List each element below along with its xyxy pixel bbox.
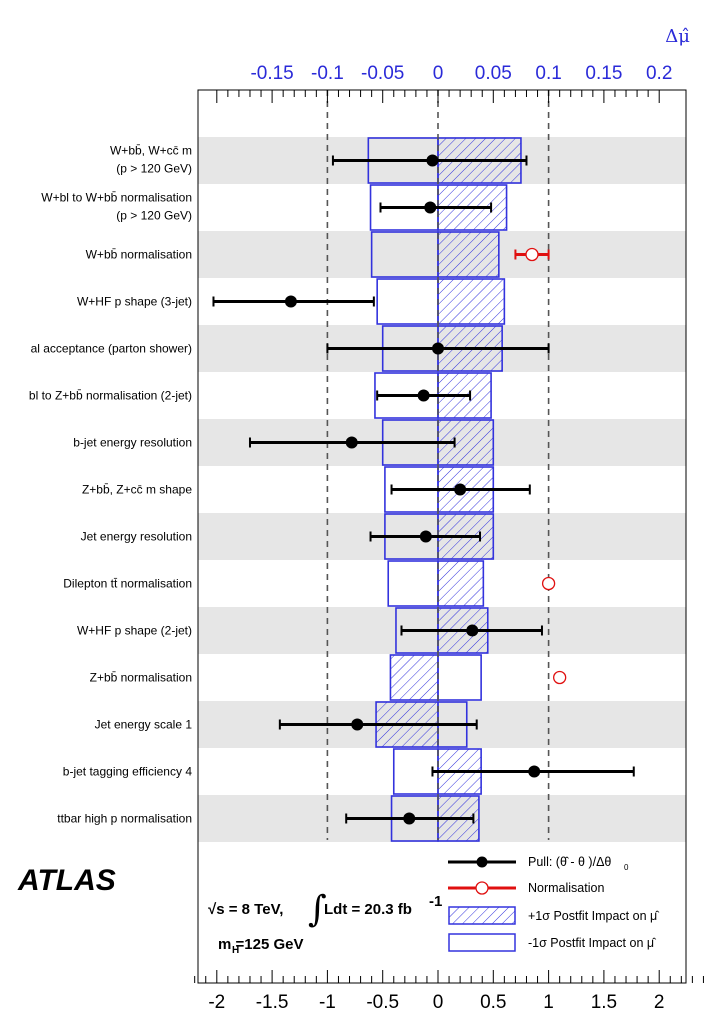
bottom-tick-label: -2: [208, 992, 225, 1013]
legend-pull-subscript: 0: [624, 863, 629, 872]
impact-minus-bar: [392, 748, 439, 795]
info-block: √s = 8 TeV, ∫ Ldt = 20.3 fb -1 m =125 Ge…: [208, 889, 442, 956]
row-label: W+bb̄ normalisation: [86, 248, 192, 262]
norm-marker: [553, 670, 567, 685]
legend-minus-text: -1σ Postfit Impact on μ̂: [528, 936, 657, 950]
top-tick-label: 0.15: [585, 63, 622, 84]
bottom-tick-label: 1: [543, 992, 554, 1013]
top-tick-label: -0.1: [311, 63, 344, 84]
bottom-tick-label: -0.5: [366, 992, 399, 1013]
legend-pull-text: Pull: (θ̂ - θ )/Δθ: [528, 855, 611, 869]
row-label: (p > 120 GeV): [116, 209, 192, 223]
impact-minus-bar: [437, 654, 482, 701]
row-label: b-jet energy resolution: [73, 436, 192, 450]
pull-marker: [351, 718, 364, 731]
top-tick-label: -0.05: [361, 63, 404, 84]
mass-text: m =125 GeV: [218, 936, 303, 953]
norm-marker: [525, 247, 539, 262]
pull-marker: [403, 812, 416, 825]
pull-marker: [417, 389, 430, 402]
row-labels: W+bb̄, W+cc̄ m (p > 120 GeV) W+bl to W+bb̄…: [29, 144, 192, 826]
lumi-exponent: -1: [429, 893, 442, 910]
pull-marker: [466, 624, 479, 637]
pull-marker: [284, 295, 297, 308]
row-label: W+bl to W+bb̄ normalisation: [41, 191, 192, 205]
bottom-tick-label: 1.5: [591, 992, 617, 1013]
bottom-axis: -2 -1.5 -1 -0.5 0 0.5 1 1.5 2: [194, 970, 704, 1013]
impact-plus-bar: [437, 278, 506, 325]
bottom-tick-label: 0: [433, 992, 444, 1013]
legend: Pull: (θ̂ - θ )/Δθ 0 Normalisation +1σ P…: [448, 855, 660, 952]
dashed-lines: [326, 90, 550, 840]
pull-marker: [345, 436, 358, 449]
row-label: Dilepton tt̄ normalisation: [63, 577, 192, 591]
top-tick-label: 0.05: [475, 63, 512, 84]
legend-norm-text: Normalisation: [528, 881, 604, 895]
top-tick-label: -0.15: [250, 63, 293, 84]
legend-plus-box: [448, 906, 516, 925]
top-tick-label: 0.2: [646, 63, 672, 84]
pull-marker: [454, 483, 467, 496]
legend-pull-marker: [476, 856, 488, 868]
legend-minus-box: [448, 933, 516, 952]
bottom-tick-label: -1.5: [256, 992, 289, 1013]
norm-marker: [541, 576, 556, 591]
atlas-label: ATLAS: [17, 864, 116, 897]
pull-marker: [426, 154, 439, 167]
pull-markers: [212, 154, 635, 825]
impact-plus-bar: [389, 654, 439, 701]
row-label: al acceptance (parton shower): [31, 342, 192, 356]
pull-marker: [528, 765, 541, 778]
lumi-text: Ldt = 20.3 fb: [324, 901, 412, 918]
top-axis-title: Δμ̂: [665, 26, 690, 47]
bottom-tick-label: -1: [319, 992, 336, 1013]
row-label: Z+bb̄, Z+cc̄ m shape: [82, 483, 192, 497]
impact-minus-bar: [387, 560, 439, 607]
top-tick-label: 0: [433, 63, 444, 84]
sqrt-s-text: √s = 8 TeV,: [208, 901, 283, 918]
pull-marker: [432, 342, 444, 355]
row-label: Jet energy resolution: [81, 530, 192, 544]
row-label: W+bb̄, W+cc̄ m: [110, 144, 192, 158]
pull-marker: [419, 530, 432, 543]
pull-marker: [424, 201, 437, 214]
top-tick-label: 0.1: [535, 63, 561, 84]
row-label: Jet energy scale 1: [95, 718, 193, 732]
impact-minus-bar: [376, 278, 439, 325]
row-label: (p > 120 GeV): [116, 162, 192, 176]
bottom-tick-label: 2: [654, 992, 665, 1013]
row-label: W+HF p shape (3-jet): [77, 295, 192, 309]
plot-frame: [197, 89, 687, 984]
impact-plus-bar: [437, 560, 485, 607]
legend-plus-text: +1σ Postfit Impact on μ̂: [528, 909, 660, 923]
row-label: bl to Z+bb̄ normalisation (2-jet): [29, 389, 192, 403]
impact-plus-bar: [437, 231, 500, 278]
row-label: Z+bb̄ normalisation: [90, 671, 192, 685]
mass-subscript: H: [232, 945, 239, 956]
bottom-tick-label: 0.5: [480, 992, 506, 1013]
top-axis: -0.15 -0.1 -0.05 0 0.05 0.1 0.15 0.2: [216, 63, 672, 103]
row-label: ttbar high p normalisation: [57, 812, 192, 826]
row-label: W+HF p shape (2-jet): [77, 624, 192, 638]
legend-norm-marker: [475, 881, 489, 895]
integral-sign: ∫: [308, 889, 327, 930]
row-label: b-jet tagging efficiency 4: [63, 765, 193, 779]
